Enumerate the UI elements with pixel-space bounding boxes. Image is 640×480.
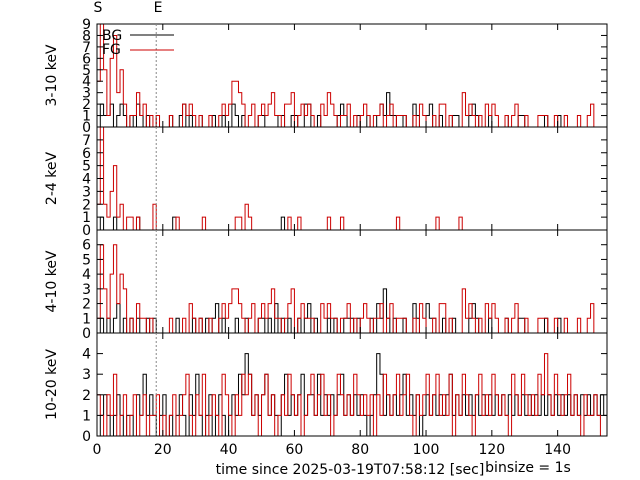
x-tick-label: 140 (544, 442, 571, 458)
legend: BG FG (102, 28, 174, 58)
series-fg (97, 353, 607, 437)
y-tick-label: 2 (82, 388, 91, 404)
x-tick-label: 100 (413, 442, 440, 458)
series-fg (97, 244, 607, 334)
series-bg (97, 288, 607, 334)
y-tick-label: 9 (82, 17, 91, 33)
x-tick-label: 40 (220, 442, 238, 458)
y-tick-label: 6 (82, 238, 91, 254)
y-tick-label: 5 (82, 63, 91, 79)
y-tick-label: 6 (82, 51, 91, 67)
x-tick-label: 60 (286, 442, 304, 458)
y-tick-label: 1 (82, 109, 91, 125)
y-tick-label: 2 (82, 97, 91, 113)
y-tick-label: 4 (82, 267, 91, 283)
y-tick-label: 5 (82, 159, 91, 175)
series-fg (97, 126, 607, 231)
y-tick-label: 3 (82, 367, 91, 383)
legend-bg-label: BG (102, 28, 122, 44)
y-axis-label: 3-10 keV (44, 44, 60, 106)
panel-frame (96, 229, 608, 334)
y-tick-label: 7 (82, 40, 91, 56)
y-tick-label: 2 (82, 297, 91, 313)
y-tick-label: 4 (82, 74, 91, 90)
series-fg (97, 23, 607, 128)
marker-label-s: S (94, 0, 103, 16)
overlay-group: S E BG FG time since 2025-03-19T07:58:12… (94, 0, 571, 478)
y-tick-label: 6 (82, 146, 91, 162)
y-tick-label: 0 (82, 326, 91, 342)
panel-frame (96, 23, 608, 128)
x-tick-label: 80 (351, 442, 369, 458)
series-bg (97, 92, 607, 128)
y-tick-label: 4 (82, 347, 91, 363)
y-tick-label: 1 (82, 210, 91, 226)
y-axis-label: 4-10 keV (44, 250, 60, 312)
x-axis-label: time since 2025-03-19T07:58:12 [sec] (216, 462, 485, 478)
binsize-label: binsize = 1s (485, 460, 571, 476)
y-tick-label: 0 (82, 120, 91, 136)
panel-frame (96, 126, 608, 231)
y-tick-label: 1 (82, 311, 91, 327)
x-tick-label: 120 (478, 442, 505, 458)
y-tick-label: 3 (82, 86, 91, 102)
y-axis-label: 10-20 keV (44, 349, 60, 420)
x-tick-label: 20 (154, 442, 172, 458)
y-tick-label: 5 (82, 252, 91, 268)
panel-10-20-kev: 0 1 2 3 4 10-20 keV (44, 332, 608, 445)
y-tick-label: 2 (82, 197, 91, 213)
panel-frame (96, 332, 608, 437)
x-tick-label: 0 (93, 442, 102, 458)
y-tick-label: 0 (82, 223, 91, 239)
y-axis-label: 2-4 keV (44, 152, 60, 206)
legend-fg-label: FG (102, 42, 121, 58)
y-tick-label: 3 (82, 282, 91, 298)
series-bg (97, 216, 607, 231)
y-tick-label: 8 (82, 28, 91, 44)
marker-label-e: E (154, 0, 163, 16)
y-tick-label: 7 (82, 133, 91, 149)
y-tick-label: 1 (82, 408, 91, 424)
y-tick-label: 3 (82, 184, 91, 200)
y-tick-label: 4 (82, 172, 91, 188)
y-tick-label: 0 (82, 429, 91, 445)
